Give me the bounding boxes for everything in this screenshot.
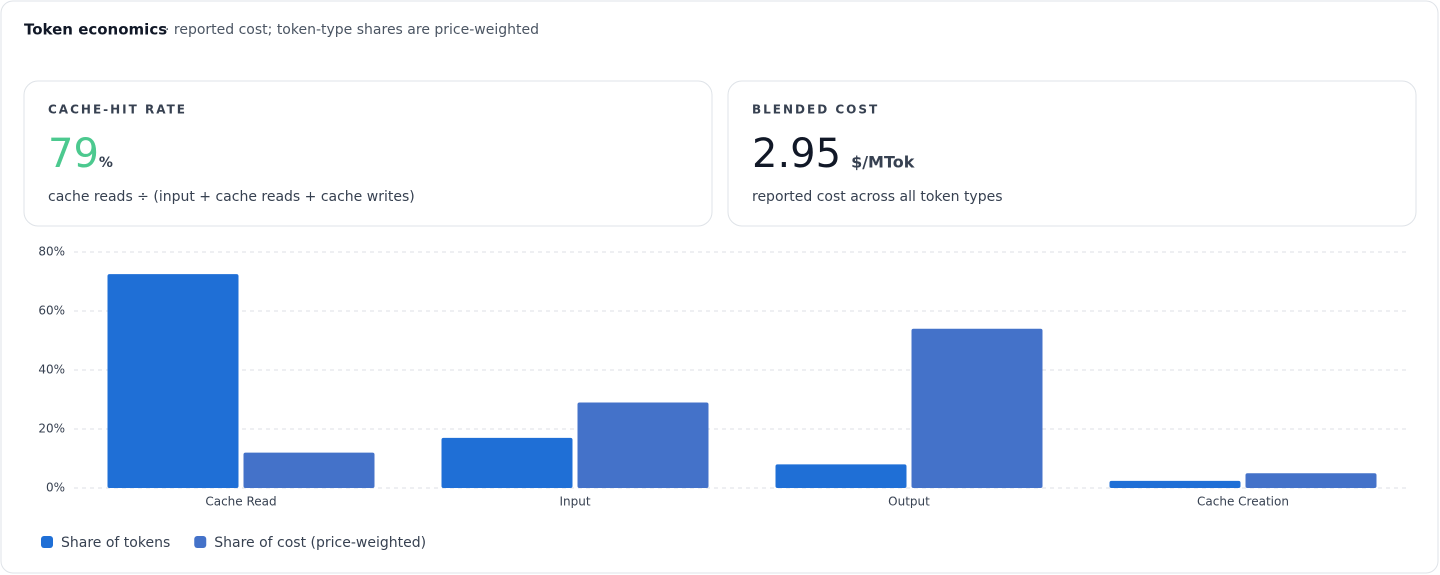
legend-label: Share of tokens (61, 535, 170, 551)
bar (911, 328, 1043, 488)
kpi-value: 79 (48, 131, 99, 177)
bar (441, 437, 573, 488)
bar (775, 464, 907, 488)
bar (577, 402, 709, 488)
y-tick-label: 60% (38, 304, 65, 318)
kpi-description: reported cost across all token types (752, 189, 1003, 205)
x-tick-label: Output (888, 495, 930, 509)
kpi-unit: % (99, 155, 113, 171)
x-tick-label: Input (559, 495, 590, 509)
y-tick-label: 0% (46, 481, 65, 495)
legend-swatch (194, 536, 207, 548)
kpi-unit: $/MTok (851, 153, 915, 172)
bar (1245, 473, 1377, 488)
kpi-card (727, 80, 1417, 227)
x-tick-label: Cache Read (205, 495, 276, 509)
legend-swatch (41, 536, 53, 548)
panel-title: Token economics (24, 21, 167, 39)
panel-subtitle: · reported cost; token-type shares are p… (165, 22, 539, 38)
kpi-label: BLENDED COST (752, 103, 879, 117)
kpi-label: CACHE-HIT RATE (48, 103, 187, 117)
y-tick-label: 20% (38, 422, 65, 436)
bar (243, 452, 375, 488)
kpi-value: 2.95 (752, 131, 841, 177)
kpi-card (23, 80, 713, 227)
x-tick-label: Cache Creation (1197, 495, 1289, 509)
legend-label: Share of cost (price-weighted) (214, 535, 426, 551)
bar (107, 274, 239, 488)
y-tick-label: 80% (38, 245, 65, 259)
kpi-description: cache reads ÷ (input + cache reads + cac… (48, 189, 415, 205)
bar (1109, 480, 1241, 488)
y-tick-label: 40% (38, 363, 65, 377)
